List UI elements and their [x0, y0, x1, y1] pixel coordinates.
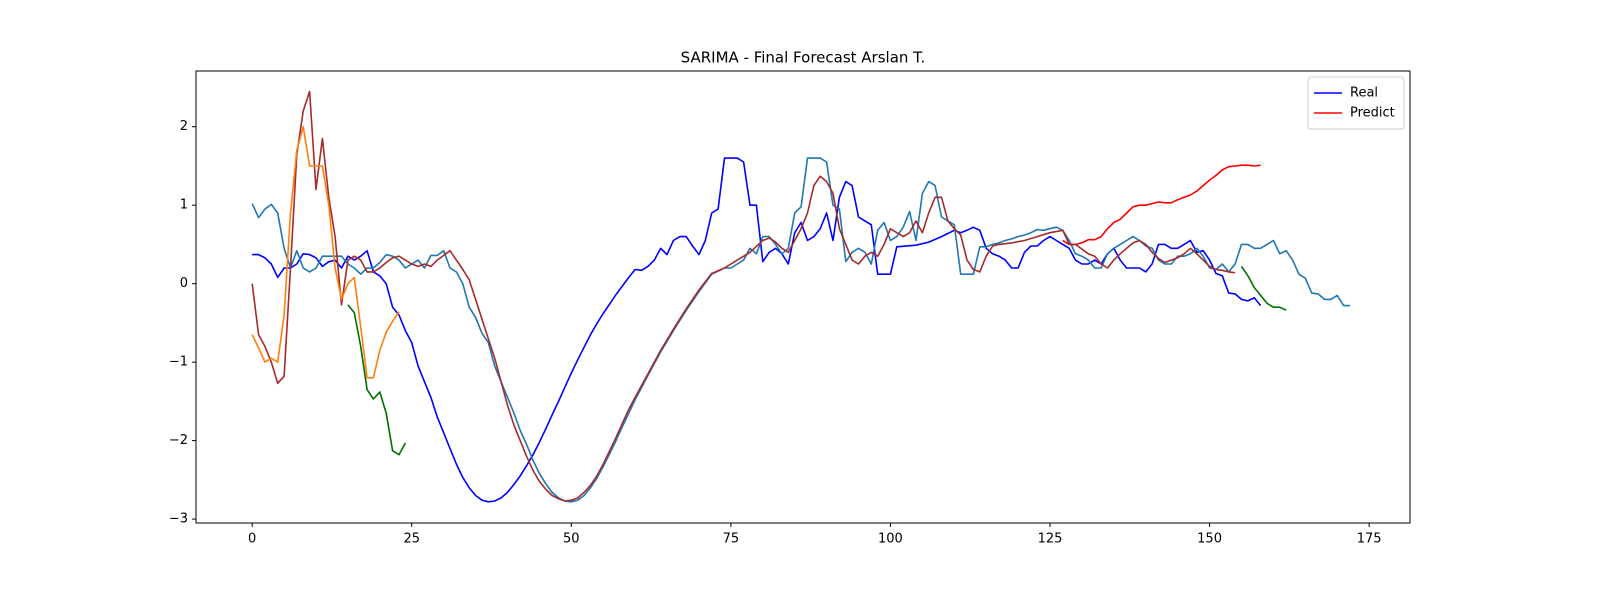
- series-line: [251, 157, 1350, 503]
- legend-label: Predict: [1350, 106, 1395, 121]
- y-tick-label: 0: [180, 276, 188, 291]
- x-tick-label: 0: [248, 532, 256, 547]
- x-tick-label: 25: [403, 532, 420, 547]
- y-tick-label: −2: [169, 433, 188, 448]
- series-line: [251, 125, 400, 379]
- plot-frame: [195, 70, 1411, 524]
- x-tick-label: 75: [723, 532, 740, 547]
- y-tick-label: −3: [169, 512, 188, 527]
- x-tick-label: 100: [878, 532, 903, 547]
- x-tick-label: 150: [1197, 532, 1222, 547]
- y-tick-label: 2: [180, 119, 188, 134]
- series-line: [1062, 164, 1261, 246]
- x-tick-label: 175: [1357, 532, 1382, 547]
- x-tick-label: 50: [563, 532, 580, 547]
- series-line: [251, 90, 1236, 502]
- series-line: [1240, 265, 1287, 312]
- x-tick-label: 125: [1038, 532, 1063, 547]
- series-line: [347, 304, 407, 456]
- y-tick-label: 1: [180, 198, 188, 213]
- legend-label: Real: [1350, 86, 1378, 101]
- series-line: [252, 157, 1262, 503]
- legend-box: [1307, 76, 1405, 130]
- chart-title: SARIMA - Final Forecast Arslan T.: [681, 49, 926, 67]
- y-tick-label: −1: [169, 355, 188, 370]
